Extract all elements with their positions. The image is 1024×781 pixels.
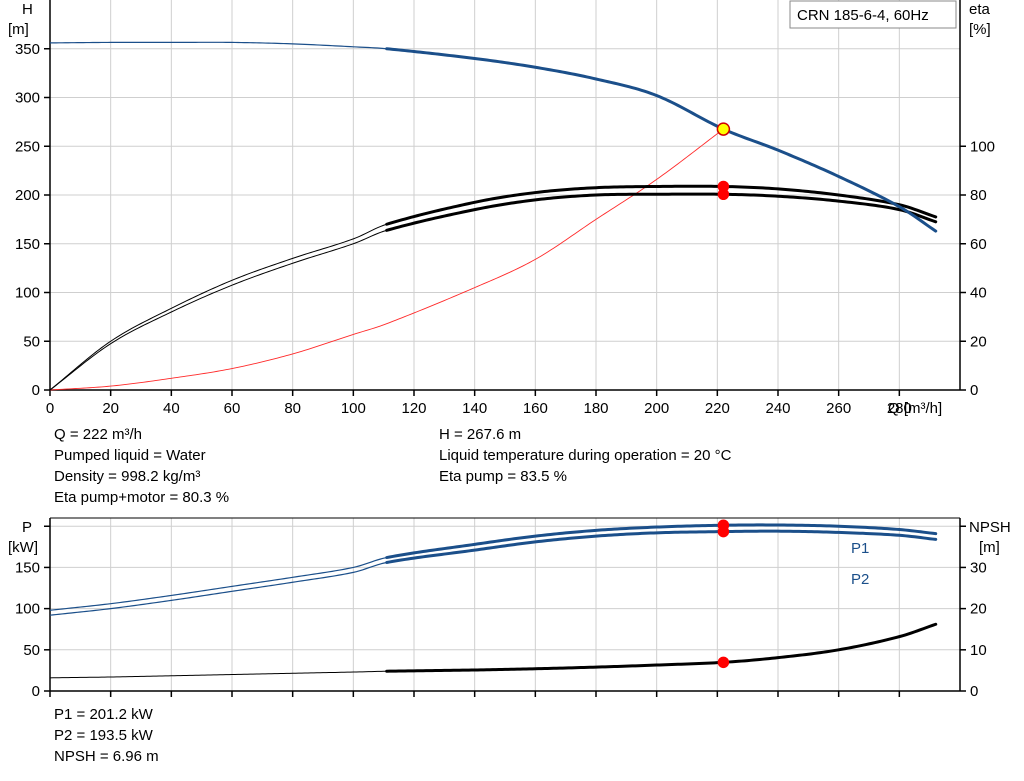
eff-total-curve-extended [49, 229, 387, 391]
head-panel-ytick-right-label: 100 [970, 138, 995, 155]
x-tick-label: 180 [583, 400, 608, 417]
p2-series-label: P2 [851, 571, 869, 588]
power-panel-ylabel-left: P [22, 519, 32, 536]
x-axis-label: Q [m³/h] [888, 400, 942, 417]
info-eta-total: Eta pump+motor = 80.3 % [54, 489, 230, 506]
x-tick-label: 240 [765, 400, 790, 417]
eff-total-curve [49, 192, 938, 391]
x-tick-label: 100 [341, 400, 366, 417]
head-panel-ytick-right-label: 60 [970, 236, 987, 253]
p1-curve [49, 523, 938, 611]
head-panel-ytick-left-label: 50 [23, 333, 40, 350]
x-tick-label: 0 [46, 400, 54, 417]
info-density: Density = 998.2 kg/m³ [54, 468, 201, 485]
head-curve [49, 41, 938, 233]
info-p1: P1 = 201.2 kW [54, 706, 153, 723]
power-panel-ytick-right-label: 30 [970, 559, 987, 576]
power-panel-ytick-left-label: 50 [23, 642, 40, 659]
eff-total-curve-operating [385, 192, 938, 232]
head-panel-ytick-left-label: 0 [32, 382, 40, 399]
power-panel-ytick-left-label: 0 [32, 683, 40, 700]
p2-curve-extended [49, 561, 387, 616]
head-curve-extended [49, 41, 387, 50]
model-legend-box [789, 0, 957, 29]
x-tick-label: 200 [644, 400, 669, 417]
head-curve-operating [385, 47, 938, 233]
x-tick-label: 60 [224, 400, 241, 417]
p2-curve [49, 529, 938, 616]
head-panel-ytick-left-label: 350 [15, 41, 40, 58]
x-tick-label: 140 [462, 400, 487, 417]
head-panel-ytick-left-label: 200 [15, 187, 40, 204]
p1-series-label: P1 [851, 540, 869, 557]
x-tick-label: 20 [102, 400, 119, 417]
head-panel-ytick-left-label: 250 [15, 138, 40, 155]
info-npsh: NPSH = 6.96 m [54, 748, 159, 765]
info-p2: P2 = 193.5 kW [54, 727, 153, 744]
head-panel-ylabel-right: eta [969, 1, 991, 18]
duty-point [716, 122, 731, 136]
x-tick-label: 120 [401, 400, 426, 417]
p2-curve-operating [385, 529, 938, 564]
eff-pump-curve [49, 184, 938, 391]
head-panel-ytick-left-label: 300 [15, 90, 40, 107]
eta-total-point [717, 188, 730, 201]
x-tick-label: 220 [705, 400, 730, 417]
info-eta-pump: Eta pump = 83.5 % [439, 468, 567, 485]
x-tick-label: 80 [284, 400, 301, 417]
power-panel-ylabel-right-unit: [m] [979, 539, 1000, 556]
head-panel-ylabel-left: H [22, 1, 33, 18]
info-top-right: H = 267.6 m Liquid temperature during op… [439, 424, 731, 487]
power-panel-ytick-right-label: 20 [970, 601, 987, 618]
p1-curve-operating [385, 523, 938, 560]
head-panel-ytick-left-label: 100 [15, 285, 40, 302]
info-bottom: P1 = 201.2 kW P2 = 193.5 kW NPSH = 6.96 … [54, 704, 159, 767]
head-panel-ytick-left-label: 150 [15, 236, 40, 253]
p2-point [717, 525, 730, 538]
power-panel-ytick-right-label: 0 [970, 683, 978, 700]
x-tick-label: 280 [887, 400, 912, 417]
npsh-curve-operating [385, 622, 938, 673]
eff-pump-curve-extended [49, 223, 387, 391]
model-legend-text: CRN 185-6-4, 60Hz [797, 7, 929, 24]
head-panel-ytick-right-label: 0 [970, 382, 978, 399]
info-top-left: Q = 222 m³/h Pumped liquid = Water Densi… [54, 424, 229, 508]
npsh-curve-extended [49, 670, 387, 679]
info-liquid: Pumped liquid = Water [54, 447, 206, 464]
eff-pump-curve-operating [385, 184, 938, 226]
npsh-point [717, 656, 730, 669]
x-tick-label: 160 [523, 400, 548, 417]
npsh-curve [49, 622, 938, 679]
x-tick-label: 40 [163, 400, 180, 417]
info-flow: Q = 222 m³/h [54, 426, 142, 443]
power-panel-ylabel-right: NPSH [969, 519, 1011, 536]
head-panel-ytick-right-label: 80 [970, 187, 987, 204]
head-panel-ylabel-left-unit: [m] [8, 21, 29, 38]
info-head: H = 267.6 m [439, 426, 522, 443]
system-curve [49, 128, 724, 391]
power-panel-ytick-left-label: 150 [15, 559, 40, 576]
p1-curve-extended [49, 556, 387, 611]
head-panel-ytick-right-label: 40 [970, 285, 987, 302]
info-temperature: Liquid temperature during operation = 20… [439, 447, 732, 464]
x-tick-label: 260 [826, 400, 851, 417]
power-panel-ytick-right-label: 10 [970, 642, 987, 659]
head-panel-ylabel-right-unit: [%] [969, 21, 991, 38]
head-panel-ytick-right-label: 20 [970, 333, 987, 350]
power-panel-ylabel-left-unit: [kW] [8, 539, 38, 556]
power-panel-ytick-left-label: 100 [15, 601, 40, 618]
